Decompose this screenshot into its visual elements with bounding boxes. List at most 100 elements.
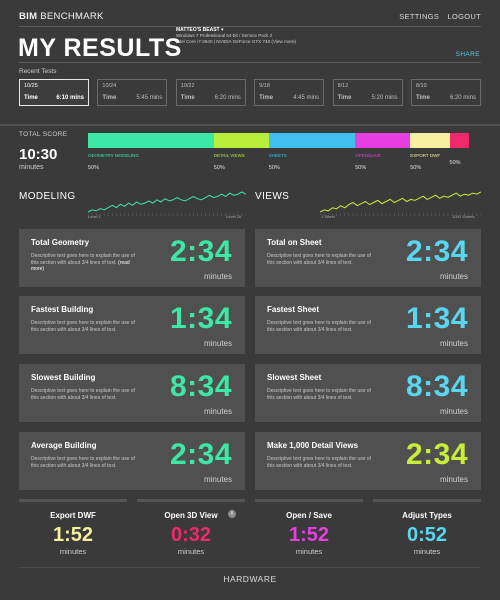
test-date: 10/24 [102, 83, 117, 89]
mini-card-unit: minutes [177, 547, 205, 556]
stat-card-description: Descriptive text goes here to explain th… [267, 253, 375, 266]
score-legend-item: DETAIL VIEWS 50% [214, 153, 245, 171]
machine-selector[interactable]: MATTEO'S BEAST ▾ [176, 27, 224, 33]
stat-card-title: Average Building [31, 441, 97, 450]
stat-card-value: 8:34 [169, 370, 232, 403]
mini-card-value: 0:52 [406, 524, 448, 546]
top-nav: SETTINGS LOGOUT [393, 12, 481, 21]
stat-card-desc-text: Descriptive text goes here to explain th… [31, 388, 135, 401]
stat-card[interactable]: Fastest Building Descriptive text goes he… [19, 296, 245, 354]
score-legend-item: SHEETS 50% [269, 153, 287, 171]
stat-card-title: Total Geometry [31, 238, 90, 247]
stat-card-description: Descriptive text goes here to explain th… [31, 388, 139, 401]
mini-card-value: 0:32 [170, 524, 212, 546]
recent-tests: 10/25 Time 6:10 mins 10/24 Time 5:45 mins 10/2… [19, 79, 481, 106]
mini-card-value: 1:52 [52, 524, 94, 546]
stat-card-value: 2:34 [405, 235, 468, 268]
score-segment [410, 133, 450, 148]
test-tab[interactable]: 10/22 Time 6:20 mins [175, 79, 246, 106]
test-tab[interactable]: 10/25 Time 6:10 mins [19, 79, 89, 106]
stat-card-desc-text: Descriptive text goes here to explain th… [31, 253, 135, 266]
brand-rest: BENCHMARK [37, 11, 104, 22]
machine-os: Windows 7 Professional 64-bit / Service … [176, 33, 273, 39]
logout-link[interactable]: LOGOUT [447, 12, 481, 21]
test-time-value: 4:45 mins [293, 95, 320, 101]
stat-card-description: Descriptive text goes here to explain th… [31, 253, 139, 273]
hardware-divider [19, 567, 481, 568]
stat-card-title: Total on Sheet [267, 238, 322, 247]
stat-card-unit: minutes [439, 407, 468, 416]
stat-card-description: Descriptive text goes here to explain th… [31, 320, 139, 333]
mini-stat-card[interactable]: Open 3D View i 0:32 minutes [137, 499, 245, 561]
page-title: MY RESULTS [18, 34, 182, 62]
test-time-value: 6:10 mins [56, 95, 84, 101]
score-legend-name: EXPORT DWF [410, 153, 441, 158]
stat-card[interactable]: Fastest Sheet Descriptive text goes here … [255, 296, 481, 354]
test-tab[interactable]: 10/24 Time 5:45 mins [97, 79, 168, 106]
stat-card-unit: minutes [439, 475, 468, 484]
score-segment [449, 133, 470, 148]
test-time-label: Time [180, 95, 195, 101]
machine-hardware: Intel Core i7-3940 | NVIDIA GeForce GTX … [176, 39, 297, 45]
test-tab[interactable]: 8/10 Time 6:20 mins [410, 79, 481, 106]
views-start-label: 1 Sheet [321, 214, 335, 219]
score-legend-name: GEOMETRY MODELING [88, 153, 139, 158]
mini-stat-card[interactable]: Adjust Types 0:52 minutes [373, 499, 481, 561]
test-time-label: Time [259, 95, 274, 101]
stat-card[interactable]: Total Geometry Descriptive text goes here… [19, 229, 245, 287]
test-date: 10/25 [24, 83, 38, 89]
test-time-value: 6:20 mins [214, 95, 241, 101]
test-time-label: Time [102, 95, 117, 101]
test-date: 8/10 [415, 83, 427, 89]
test-time-value: 5:20 mins [371, 95, 398, 101]
modeling-sparkline [88, 191, 246, 216]
stat-card-value: 2:34 [169, 235, 232, 268]
total-score-label: TOTAL SCORE [19, 131, 68, 138]
stat-card[interactable]: Make 1,000 Detail Views Descriptive text … [255, 432, 481, 490]
mini-card-value: 1:52 [288, 524, 330, 546]
info-icon[interactable]: i [228, 510, 236, 518]
test-date: 10/22 [180, 83, 195, 89]
stat-card[interactable]: Slowest Sheet Descriptive text goes here … [255, 364, 481, 422]
mini-stat-card[interactable]: Export DWF 1:52 minutes [19, 499, 127, 561]
stat-card-description: Descriptive text goes here to explain th… [31, 456, 139, 469]
brand-logo[interactable]: BIM BENCHMARK [19, 11, 104, 22]
views-end-label: 1000 Sheets [452, 214, 475, 219]
stat-card-title: Slowest Sheet [267, 373, 322, 382]
score-legend-item: 50% [450, 153, 461, 166]
stat-card-title: Make 1,000 Detail Views [267, 441, 359, 450]
score-legend-pct: 50% [268, 165, 280, 171]
score-legend-pct: 50% [355, 165, 367, 171]
stat-card-value: 2:34 [169, 438, 232, 471]
brand-bold: BIM [19, 11, 38, 22]
mini-stat-card[interactable]: Open / Save 1:52 minutes [255, 499, 363, 561]
stat-card-description: Descriptive text goes here to explain th… [267, 388, 375, 401]
test-tab[interactable]: 8/12 Time 5:20 mins [332, 79, 403, 106]
stat-card-desc-text: Descriptive text goes here to explain th… [31, 456, 135, 469]
score-legend-name: DETAIL VIEWS [213, 153, 245, 158]
stat-card-value: 1:34 [169, 302, 232, 335]
test-tab[interactable]: 9/18 Time 4:45 mins [254, 79, 325, 106]
sparkline-path [88, 191, 246, 213]
settings-link[interactable]: SETTINGS [399, 12, 440, 21]
stat-card[interactable]: Average Building Descriptive text goes he… [19, 432, 245, 490]
share-link[interactable]: SHARE [455, 51, 480, 58]
stat-card-unit: minutes [203, 339, 232, 348]
score-legend-pct: 50% [410, 165, 422, 171]
score-divider [0, 124, 500, 126]
score-legend-name: SHEETS [268, 153, 287, 158]
hardware-link[interactable]: HARDWARE [223, 574, 277, 584]
stat-card-desc-text: Descriptive text goes here to explain th… [267, 388, 371, 401]
score-legend-pct: 50% [88, 165, 100, 171]
stat-card[interactable]: Slowest Building Descriptive text goes he… [19, 364, 245, 422]
total-score-unit: minutes [19, 164, 44, 171]
test-time-value: 6:20 mins [449, 95, 476, 101]
score-legend-item: EXPORT DWF 50% [410, 153, 440, 171]
score-segment [268, 133, 356, 148]
test-date: 8/12 [337, 83, 349, 89]
score-legend-pct: 50% [449, 160, 461, 166]
mini-card-title: Export DWF [50, 511, 96, 520]
stat-card[interactable]: Total on Sheet Descriptive text goes here… [255, 229, 481, 287]
read-more-link[interactable]: (read more) [31, 259, 130, 273]
test-time-value: 5:45 mins [136, 95, 163, 101]
